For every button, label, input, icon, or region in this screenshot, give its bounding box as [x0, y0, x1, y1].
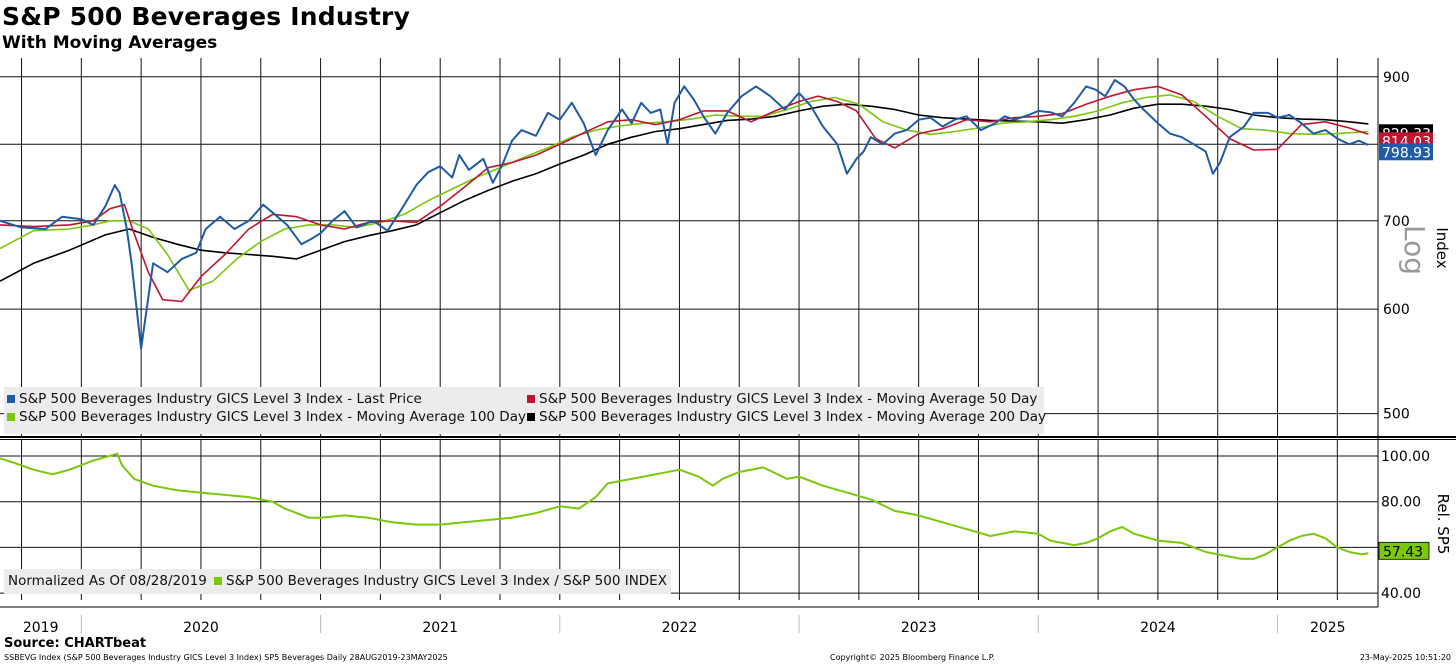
- y-tick-label-main: 900: [1383, 70, 1410, 86]
- series-ma100: [0, 94, 1369, 292]
- legend-swatch-ma100: [7, 413, 15, 421]
- main-legend: S&P 500 Beverages Industry GICS Level 3 …: [4, 387, 1046, 434]
- value-label-text-rel: 57.43: [1383, 544, 1423, 560]
- legend-label-ma50: S&P 500 Beverages Industry GICS Level 3 …: [539, 391, 1038, 407]
- series-ma50: [0, 85, 1369, 303]
- value-label-text: 798.93: [1382, 145, 1431, 161]
- x-tick-label-year: 2023: [901, 620, 937, 636]
- y-tick-label-main: 700: [1383, 214, 1410, 230]
- legend-item-last-price: S&P 500 Beverages Industry GICS Level 3 …: [7, 391, 422, 407]
- relative-legend: Normalized As Of 08/28/2019 S&P 500 Beve…: [4, 569, 671, 594]
- y-tick-label-rel: 100.00: [1381, 449, 1430, 465]
- x-tick-label-year: 2020: [183, 620, 219, 636]
- source-note: Source: CHARTbeat: [4, 636, 147, 651]
- y-tick-label-rel: 40.00: [1381, 586, 1421, 602]
- y-axis-title-main: Index: [1433, 227, 1451, 268]
- value-label-box-rel: [1378, 541, 1430, 560]
- legend-swatch-ma200: [527, 413, 535, 421]
- gridlines: [0, 58, 1378, 600]
- chart-title: S&P 500 Beverages Industry: [2, 2, 411, 31]
- value-label-box: [1379, 143, 1433, 161]
- y-tick-label-rel: 80.00: [1381, 495, 1421, 511]
- legend-item-ma100: S&P 500 Beverages Industry GICS Level 3 …: [7, 409, 526, 425]
- legend-swatch-ma50: [527, 395, 535, 403]
- footer-ticker-info: SSBEVG Index (S&P 500 Beverages Industry…: [4, 653, 448, 662]
- legend-label-last-price: S&P 500 Beverages Industry GICS Level 3 …: [19, 391, 422, 407]
- x-tick-label-year: 2025: [1310, 620, 1346, 636]
- series-ma200: [0, 103, 1369, 282]
- footer-copyright: Copyright© 2025 Bloomberg Finance L.P.: [830, 653, 995, 662]
- chart-subtitle: With Moving Averages: [2, 33, 218, 53]
- x-tick-label-year: 2022: [662, 620, 698, 636]
- legend-label-ma100: S&P 500 Beverages Industry GICS Level 3 …: [19, 409, 526, 425]
- legend-item-ma200: S&P 500 Beverages Industry GICS Level 3 …: [527, 409, 1046, 425]
- legend-label-ma200: S&P 500 Beverages Industry GICS Level 3 …: [539, 409, 1046, 425]
- series-layer: [0, 79, 1369, 560]
- legend-swatch-relative: [214, 577, 222, 585]
- log-scale-label: Log: [1398, 225, 1431, 275]
- y-tick-label-main: 500: [1383, 407, 1410, 423]
- series-last-price: [0, 79, 1369, 350]
- legend-swatch-last-price: [7, 395, 15, 403]
- y-tick-label-main: 600: [1383, 302, 1410, 318]
- x-tick-label-year: 2019: [23, 620, 59, 636]
- x-tick-label-year: 2024: [1140, 620, 1176, 636]
- plot-frame: [0, 58, 1456, 608]
- legend-normalized-note: Normalized As Of 08/28/2019: [8, 573, 207, 589]
- footer-timestamp: 23-May-2025 10:51:20: [1359, 653, 1451, 662]
- y-axis-title-rel: Rel. SP5: [1434, 494, 1452, 555]
- year-axis: 2019 2020 2021 2022 2023 2024 2025: [23, 615, 1346, 636]
- series-relative: [0, 452, 1369, 560]
- legend-item-ma50: S&P 500 Beverages Industry GICS Level 3 …: [527, 391, 1037, 407]
- legend-label-relative: S&P 500 Beverages Industry GICS Level 3 …: [226, 573, 667, 589]
- legend-item-relative: S&P 500 Beverages Industry GICS Level 3 …: [214, 573, 667, 589]
- x-tick-label-year: 2021: [422, 620, 458, 636]
